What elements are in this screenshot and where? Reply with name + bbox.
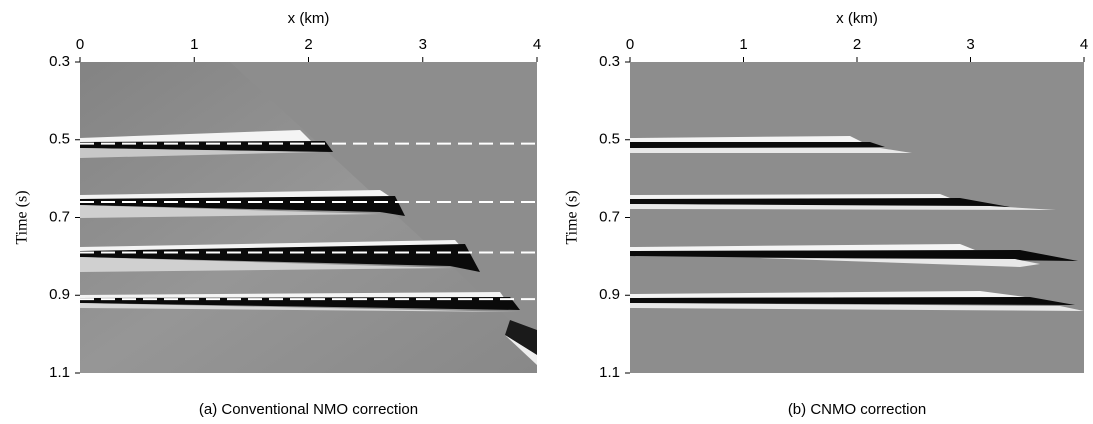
x-tick-label: 3 xyxy=(966,36,974,53)
seismic-image-a xyxy=(80,62,537,373)
x-tick-label: 4 xyxy=(1080,36,1088,53)
y-axis-label: Time (s) xyxy=(14,190,31,244)
x-tick-label: 1 xyxy=(739,36,747,53)
x-tick-label: 0 xyxy=(76,36,84,53)
x-tick-label: 4 xyxy=(533,36,541,53)
y-tick-label: 1.1 xyxy=(49,364,70,381)
y-tick-label: 0.7 xyxy=(599,208,620,225)
x-axis-label: x (km) xyxy=(288,10,330,27)
caption: (a) Conventional NMO correction xyxy=(199,401,418,418)
y-tick-label: 0.3 xyxy=(599,53,620,70)
y-tick-label: 0.5 xyxy=(49,131,70,148)
y-tick-label: 0.3 xyxy=(49,53,70,70)
x-tick-label: 2 xyxy=(853,36,861,53)
y-tick-label: 0.5 xyxy=(599,131,620,148)
y-tick-label: 0.9 xyxy=(599,286,620,303)
seismic-image-b xyxy=(630,62,1084,373)
y-axis-label: Time (s) xyxy=(564,190,581,244)
caption: (b) CNMO correction xyxy=(788,401,926,418)
x-tick-label: 3 xyxy=(419,36,427,53)
x-tick-label: 2 xyxy=(304,36,312,53)
y-tick-label: 0.9 xyxy=(49,286,70,303)
y-tick-label: 1.1 xyxy=(599,364,620,381)
y-tick-label: 0.7 xyxy=(49,208,70,225)
x-tick-label: 0 xyxy=(626,36,634,53)
x-tick-label: 1 xyxy=(190,36,198,53)
x-axis-label: x (km) xyxy=(836,10,878,27)
